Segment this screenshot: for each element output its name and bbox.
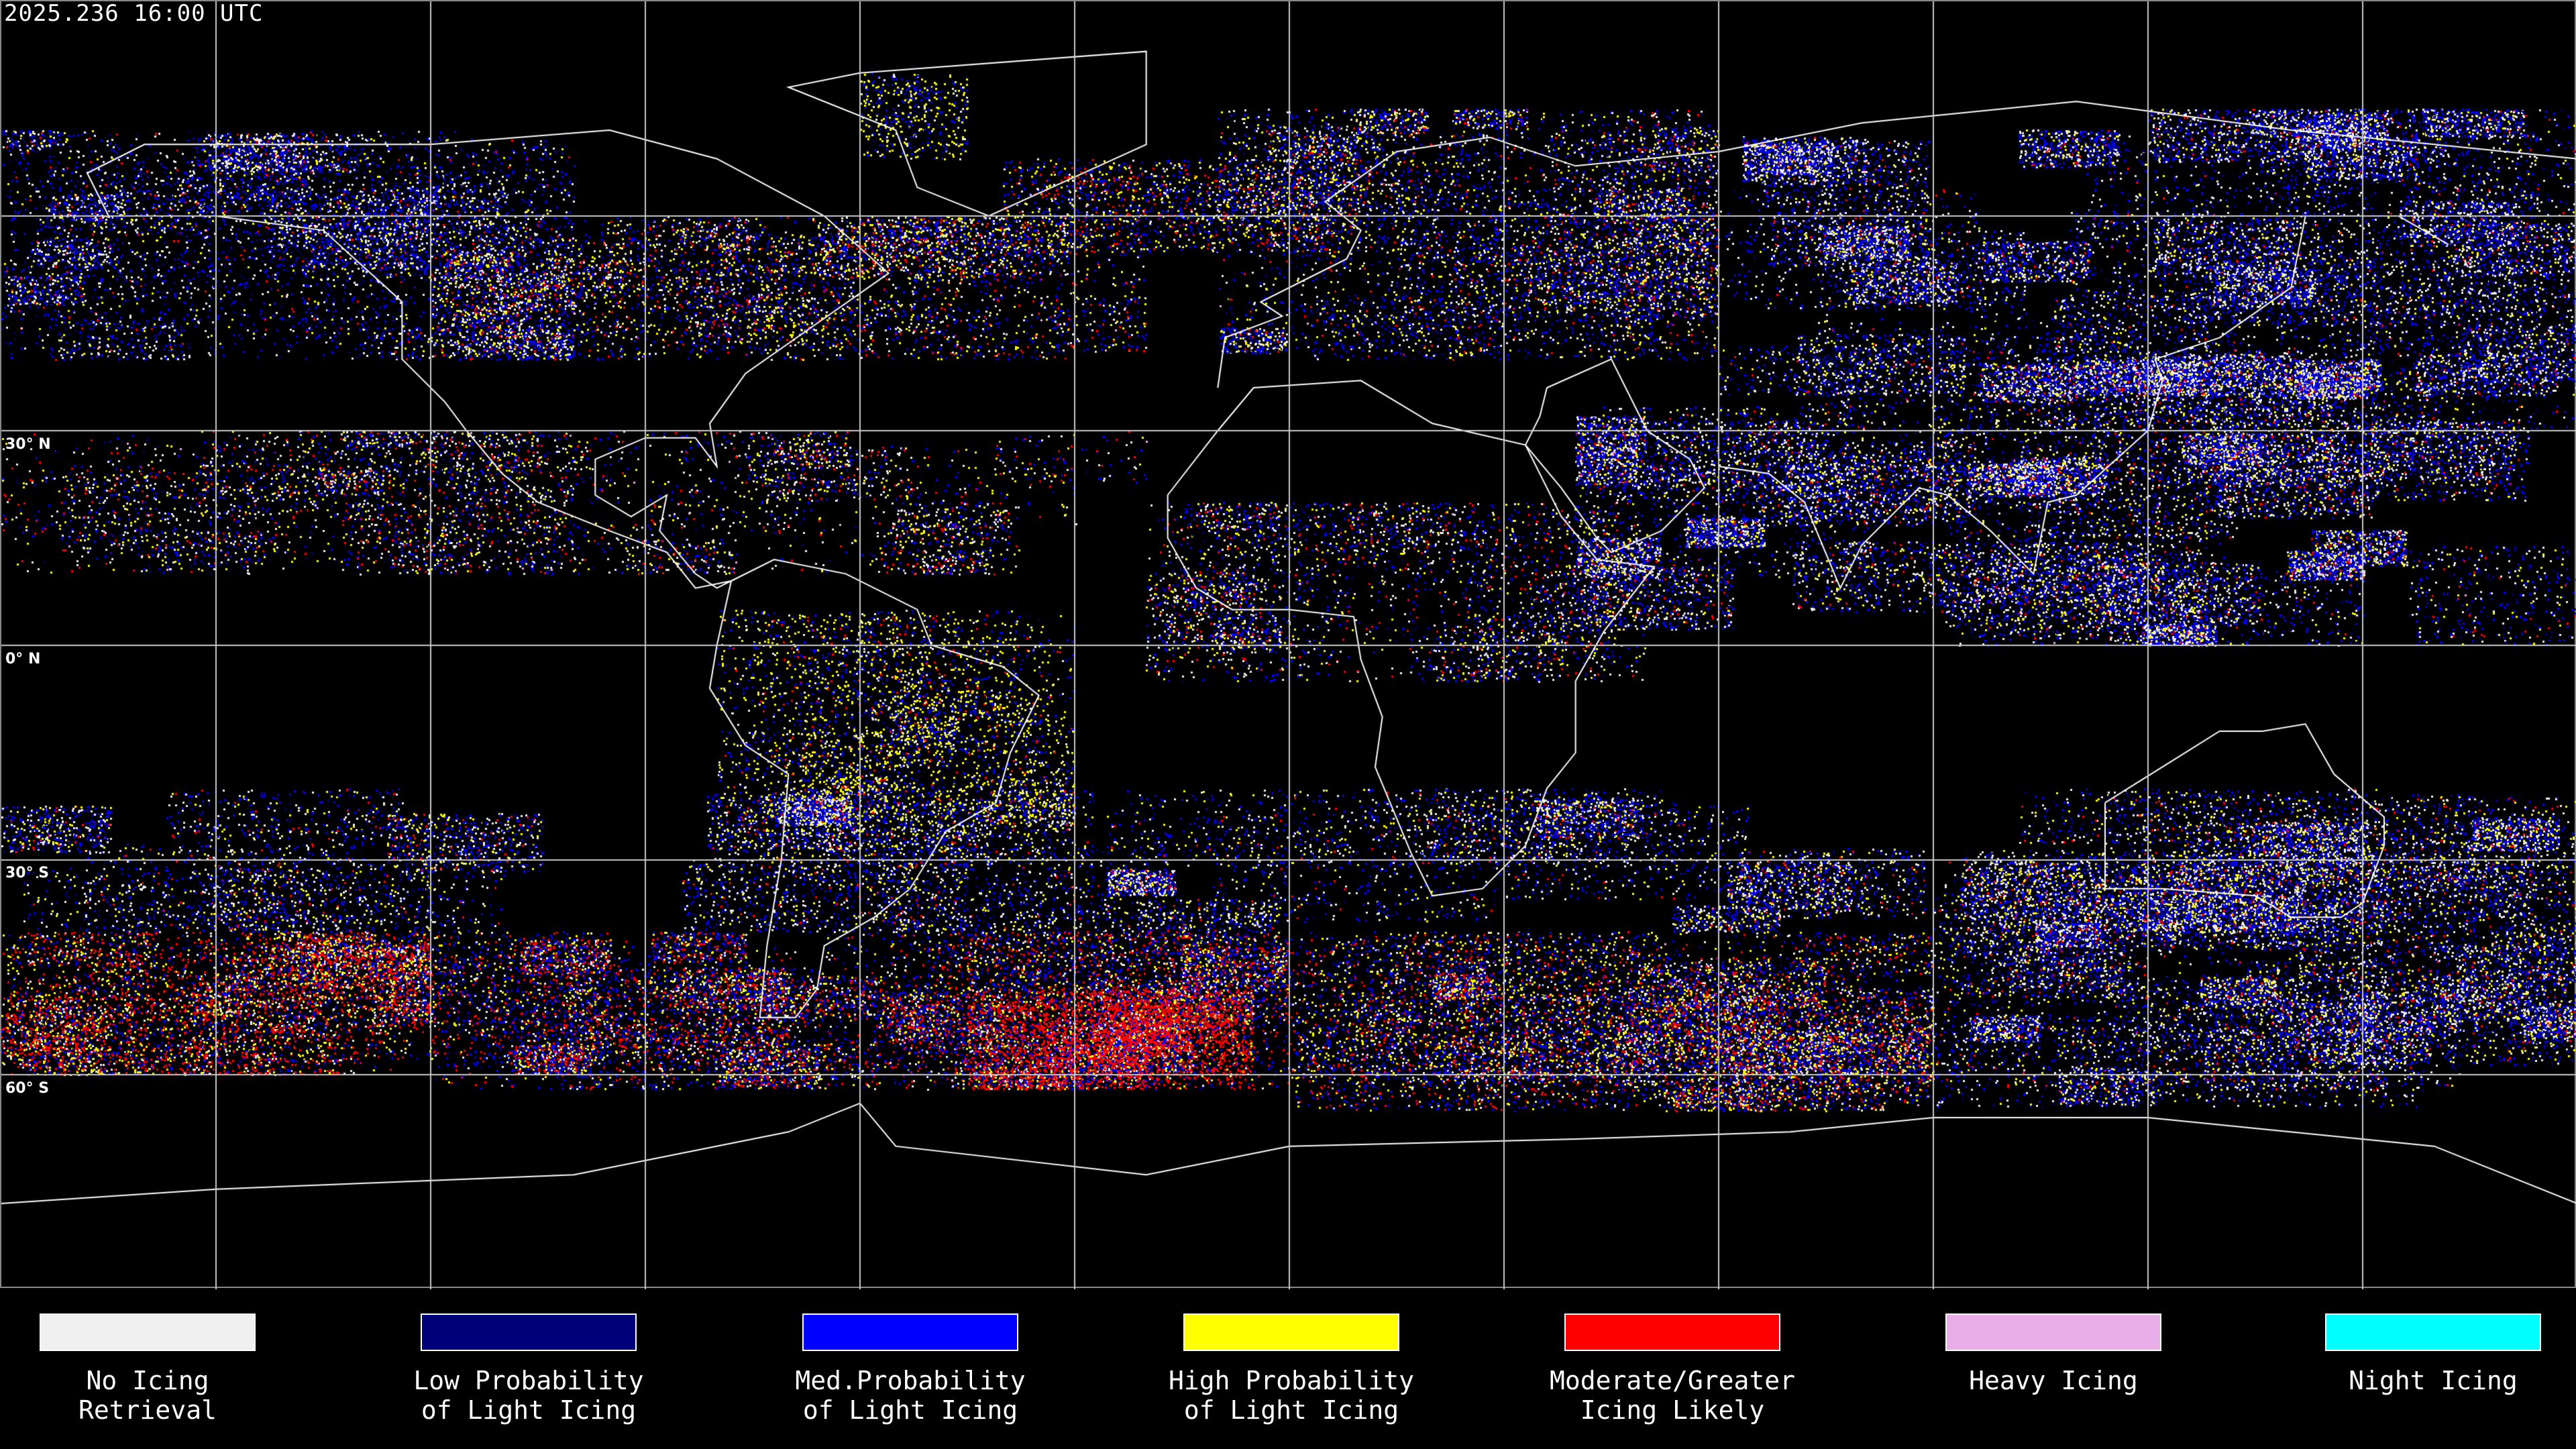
legend-label: High Probability of Light Icing [1168,1366,1415,1425]
legend-label: No Icing Retrieval [78,1366,217,1425]
legend-item-no-icing: No Icing Retrieval [0,1313,338,1425]
legend-label: Heavy Icing [1969,1366,2138,1395]
legend-label: Med.Probability of Light Icing [795,1366,1026,1425]
lat-label-30n: 30° N [5,436,51,453]
legend-swatch [802,1313,1018,1351]
legend-item-night-icing: Night Icing [2243,1313,2576,1395]
legend-label: Moderate/Greater Icing Likely [1549,1366,1796,1425]
legend: No Icing Retrieval Low Probability of Li… [0,1288,2576,1449]
legend-item-med-probability: Med.Probability of Light Icing [720,1313,1101,1425]
legend-label: Low Probability of Light Icing [413,1366,644,1425]
legend-swatch [421,1313,637,1351]
legend-swatch [40,1313,256,1351]
legend-item-low-probability: Low Probability of Light Icing [338,1313,719,1425]
legend-swatch [1945,1313,2161,1351]
lat-label-60s: 60° S [5,1080,50,1097]
icing-field-canvas [1,1,2576,1289]
legend-label: Night Icing [2349,1366,2518,1395]
legend-item-high-probability: High Probability of Light Icing [1101,1313,1482,1425]
lat-label-30s: 30° S [5,865,50,881]
lat-label-0n: 0° N [5,651,41,667]
legend-swatch [2325,1313,2541,1351]
legend-item-heavy-icing: Heavy Icing [1863,1313,2244,1395]
icing-map: 2025.236 16:00 UTC 30° N 0° N 30° S 60° … [0,0,2576,1289]
legend-item-moderate-greater: Moderate/Greater Icing Likely [1482,1313,1863,1425]
legend-swatch [1183,1313,1399,1351]
timestamp: 2025.236 16:00 UTC [4,0,264,27]
legend-swatch [1564,1313,1780,1351]
